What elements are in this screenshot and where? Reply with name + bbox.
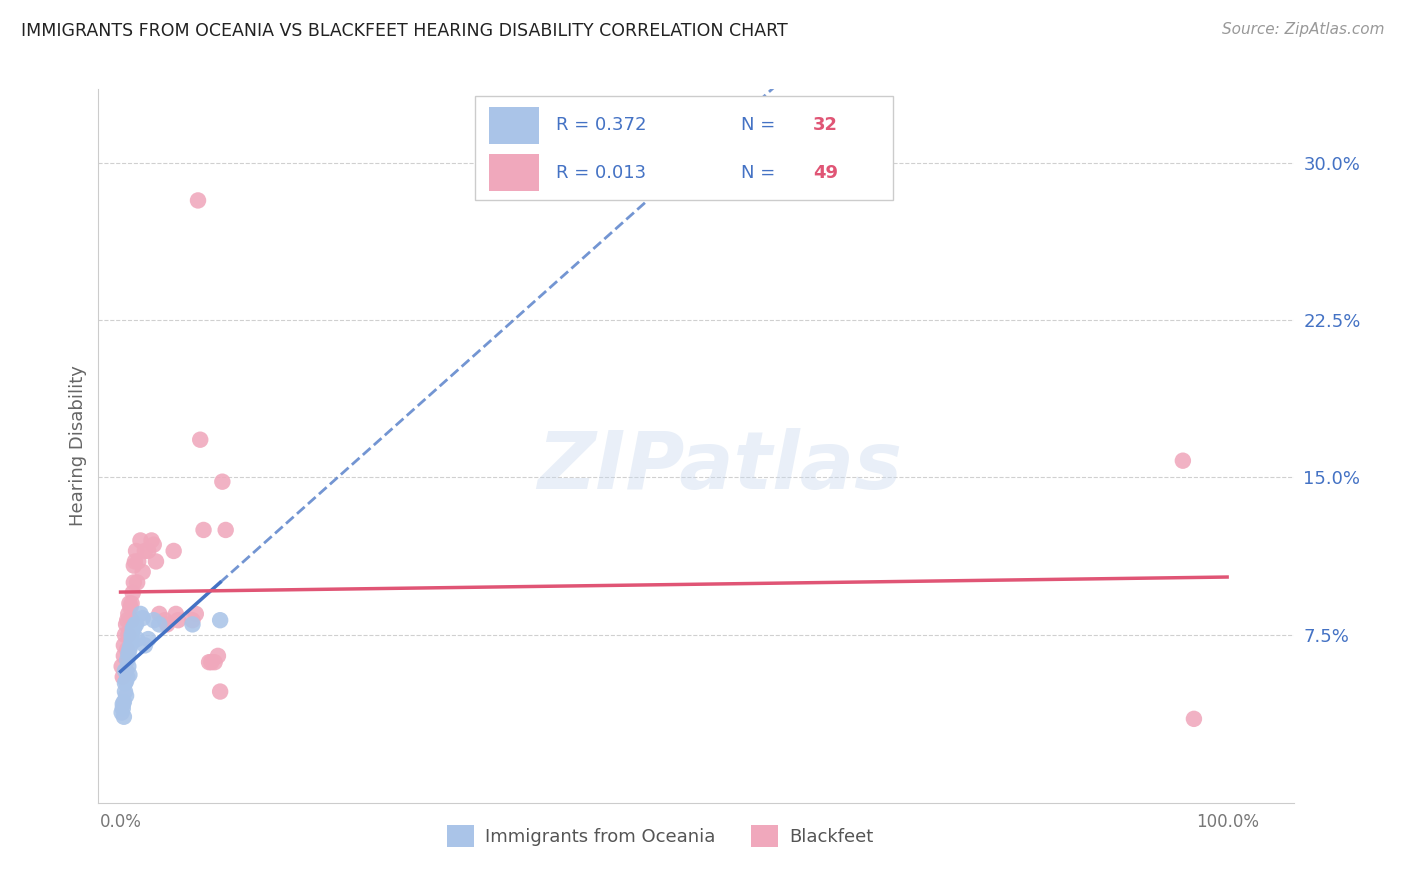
Point (114, 676, 136, 690)
Point (112, 639, 135, 653)
Point (181, 613, 204, 627)
Point (111, 697, 134, 711)
Point (118, 667, 141, 681)
Point (134, 639, 156, 653)
Point (127, 632, 149, 646)
Point (114, 684, 136, 698)
Point (129, 533, 152, 548)
Point (148, 617, 170, 632)
Point (117, 607, 139, 621)
Point (125, 544, 148, 558)
Point (198, 655, 221, 669)
Point (114, 628, 136, 642)
Point (115, 653, 138, 667)
Point (120, 600, 142, 615)
Point (211, 475, 233, 489)
Point (121, 596, 143, 610)
Point (127, 554, 149, 568)
FancyBboxPatch shape (489, 154, 540, 191)
Point (148, 607, 170, 621)
Point (121, 586, 143, 600)
Point (209, 684, 232, 698)
Point (111, 670, 134, 684)
Point (111, 706, 134, 720)
Point (209, 613, 232, 627)
Point (134, 544, 156, 558)
Point (145, 554, 167, 568)
Point (120, 639, 142, 653)
Point (115, 642, 138, 657)
Point (115, 670, 138, 684)
Point (115, 613, 138, 627)
Text: Source: ZipAtlas.com: Source: ZipAtlas.com (1222, 22, 1385, 37)
Point (117, 659, 139, 673)
FancyBboxPatch shape (475, 96, 893, 200)
Text: ZIPatlas: ZIPatlas (537, 428, 903, 507)
Point (118, 642, 141, 657)
Point (117, 628, 139, 642)
Point (112, 695, 135, 709)
Point (124, 617, 146, 632)
Point (115, 664, 138, 678)
Point (187, 194, 209, 208)
Point (125, 617, 148, 632)
Point (124, 554, 146, 568)
Point (142, 613, 165, 627)
Point (153, 613, 176, 627)
Point (1182, 712, 1205, 726)
Point (136, 544, 159, 558)
Point (200, 655, 222, 669)
Point (193, 523, 215, 537)
Y-axis label: Hearing Disability: Hearing Disability (69, 366, 87, 526)
Point (118, 596, 141, 610)
Point (156, 617, 179, 632)
Point (122, 558, 145, 573)
FancyBboxPatch shape (489, 107, 540, 145)
Point (188, 433, 211, 447)
Point (181, 617, 204, 632)
Text: N =: N = (741, 116, 782, 134)
Point (115, 617, 138, 632)
Point (122, 575, 145, 590)
Text: N =: N = (741, 164, 782, 182)
Point (121, 632, 143, 646)
Point (1171, 453, 1194, 467)
Text: R = 0.372: R = 0.372 (557, 116, 647, 134)
Point (112, 710, 135, 724)
Point (122, 622, 145, 636)
Legend: Immigrants from Oceania, Blackfeet: Immigrants from Oceania, Blackfeet (440, 818, 880, 855)
Point (121, 622, 143, 636)
Point (215, 523, 238, 537)
Point (115, 689, 138, 703)
Point (112, 648, 135, 663)
Text: 49: 49 (813, 164, 838, 182)
Text: R = 0.013: R = 0.013 (557, 164, 647, 182)
Point (165, 607, 187, 621)
Point (184, 607, 207, 621)
Text: 32: 32 (813, 116, 838, 134)
Text: IMMIGRANTS FROM OCEANIA VS BLACKFEET HEARING DISABILITY CORRELATION CHART: IMMIGRANTS FROM OCEANIA VS BLACKFEET HEA… (21, 22, 787, 40)
Point (204, 655, 226, 669)
Point (121, 628, 143, 642)
Point (129, 607, 152, 621)
Point (163, 544, 186, 558)
Point (127, 575, 149, 590)
Point (131, 611, 153, 625)
Point (111, 659, 134, 673)
Point (114, 664, 136, 678)
Point (131, 565, 153, 579)
Point (121, 613, 143, 627)
Point (111, 701, 134, 715)
Point (142, 538, 165, 552)
Point (117, 647, 139, 661)
Point (115, 674, 138, 689)
Point (141, 533, 163, 548)
Point (136, 632, 159, 646)
Point (207, 648, 229, 663)
Point (167, 613, 190, 627)
